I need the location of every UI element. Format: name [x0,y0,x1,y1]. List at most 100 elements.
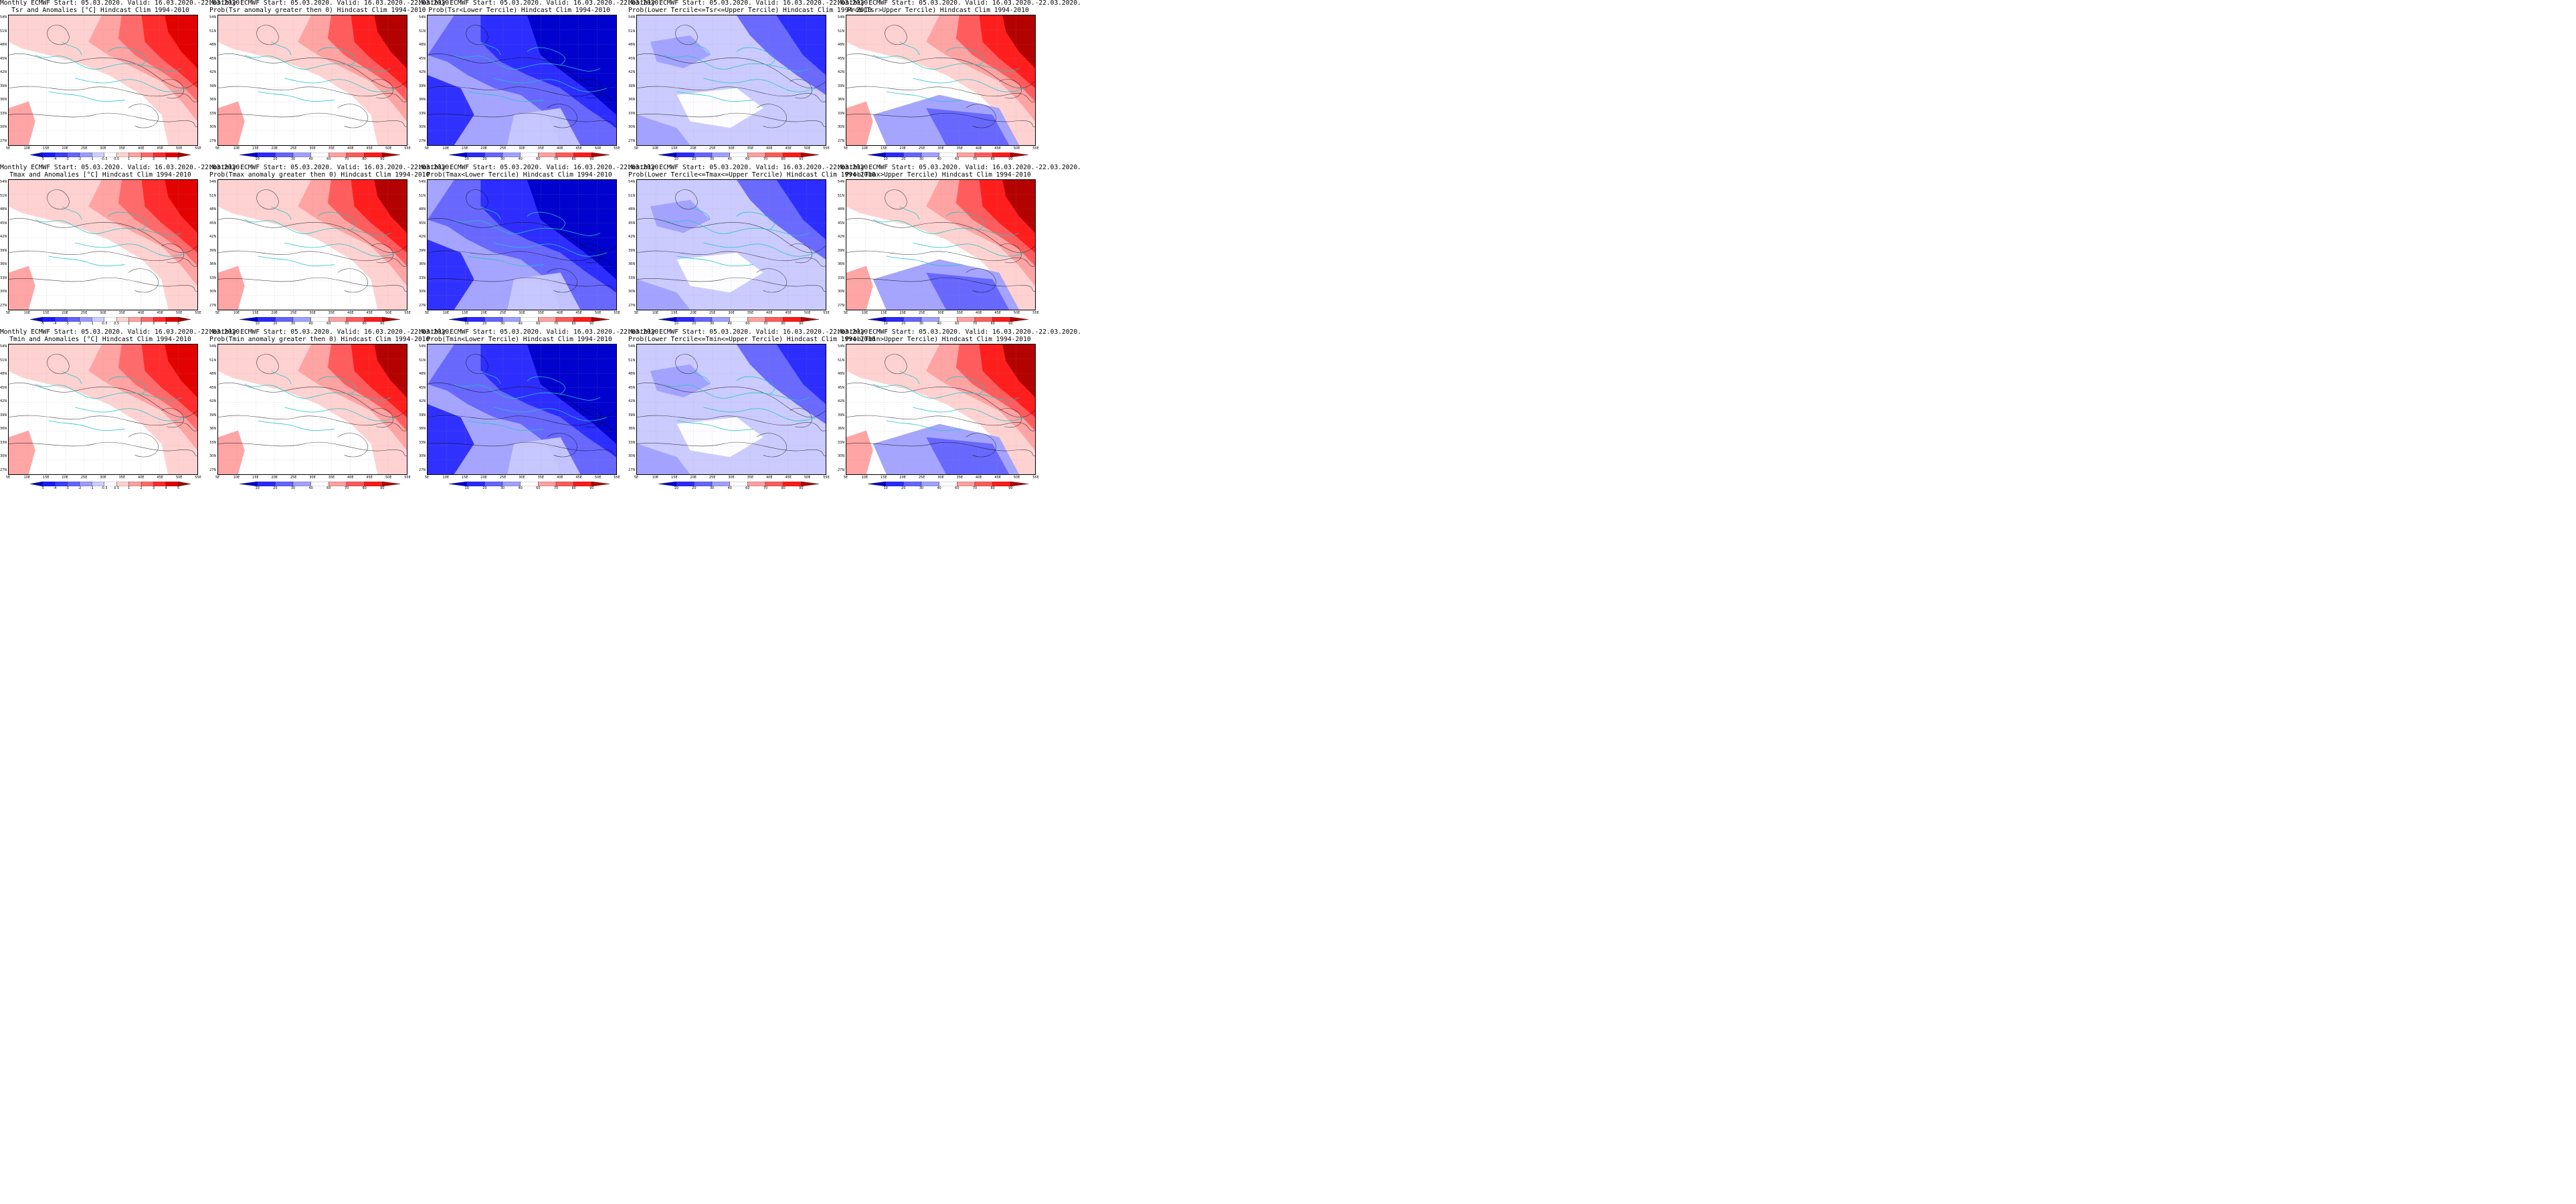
lat-label: 42N [419,399,426,403]
map-panel: Monthly ECMWF Start: 05.03.2020. Valid: … [209,164,453,328]
colorbar-swatch [449,482,467,486]
colorbar-swatch [711,153,730,157]
colorbar-label: 20 [273,322,278,326]
colorbar-swatch [257,317,276,322]
colorbar-swatch [921,153,939,157]
colorbar-label: 40 [937,486,941,490]
panel-title-line1: Monthly ECMWF Start: 05.03.2020. Valid: … [0,164,244,171]
colorbar-label: 40 [518,322,523,326]
colorbar-swatch [292,153,311,157]
colorbar-label: 70 [763,157,768,161]
lon-label: 40E [138,146,145,150]
map-area [8,179,198,310]
panel-title-line1: Monthly ECMWF Start: 05.03.2020. Valid: … [628,164,872,171]
colorbar-label: -4 [53,486,57,490]
lon-label: 50E [385,311,392,315]
colorbar-swatch [502,317,521,322]
colorbar-swatch [694,153,713,157]
colorbar-swatch [165,317,179,322]
colorbar-label: 90 [380,486,385,490]
panel-title-line2: Tsr and Anomalies [°C] Hindcast Clim 199… [11,6,189,14]
lon-label: 25E [709,476,716,480]
colorbar-label: 40 [727,486,732,490]
colorbar-label: 20 [692,486,697,490]
colorbar-swatch [346,317,365,322]
lon-axis: 5E 10E 15E 20E 25E 30E 35E 40E 45E 50E 55E [844,476,1039,481]
lon-label: 20E [690,476,697,480]
map-panel: Monthly ECMWF Start: 05.03.2020. Valid: … [628,0,872,163]
map-area [636,179,826,310]
colorbar-swatch [801,153,819,157]
colorbar-swatch [747,317,766,322]
lon-label: 35E [118,146,126,150]
colorbar-label: 4 [165,486,167,490]
colorbar-swatch [30,482,43,486]
colorbar-label: 90 [589,157,594,161]
colorbar-label: 3 [153,486,155,490]
lat-label: 51N [628,358,636,363]
lon-label: 30E [309,476,316,480]
lon-label: 55E [404,146,411,150]
lat-label: 30N [0,125,7,129]
lon-label: 10E [861,311,868,315]
colorbar-swatch [676,317,695,322]
colorbar-swatch [484,153,503,157]
colorbar-swatch [658,153,676,157]
panel-title-line1: Monthly ECMWF Start: 05.03.2020. Valid: … [419,164,662,171]
panel-title: Monthly ECMWF Start: 05.03.2020. Valid: … [628,164,876,179]
colorbar-label: 20 [692,322,697,326]
lat-label: 45N [0,56,7,61]
lat-label: 48N [838,207,845,211]
colorbar-label: -0.5 [100,157,108,161]
colorbar-label: 70 [972,322,978,326]
colorbar-label: 40 [937,157,941,161]
lon-label: 45E [575,311,582,315]
lat-label: 36N [628,262,636,266]
lat-label: 30N [838,125,845,129]
lon-label: 40E [138,476,145,480]
lat-label: 33N [209,276,217,280]
colorbar-swatch [921,482,939,486]
colorbar-label: 20 [482,322,487,326]
lat-label: 54N [209,344,217,348]
colorbar-swatch [783,482,802,486]
map-panel: Monthly ECMWF Start: 05.03.2020. Valid: … [209,0,453,163]
colorbar-label: -1 [90,322,94,326]
colorbar-swatch [783,317,802,322]
colorbar-swatch [783,153,802,157]
colorbar-swatch [729,153,748,157]
lon-label: 25E [918,476,925,480]
lat-label: 39N [419,248,426,253]
colorbar-swatch [466,153,485,157]
colorbar-swatch [992,317,1011,322]
colorbar-swatch [382,482,400,486]
colorbar-label: 30 [709,322,715,326]
colorbar-swatch [711,482,730,486]
colorbar: 10 20 30 40 60 70 80 90 [868,482,1028,490]
lon-axis: 5E 10E 15E 20E 25E 30E 35E 40E 45E 50E 55E [425,146,620,152]
colorbar-swatch [67,482,80,486]
lat-label: 45N [628,56,636,61]
colorbar-label: 30 [709,486,715,490]
colorbar-label: 90 [380,157,385,161]
colorbar-label: 5 [177,486,180,490]
lat-label: 54N [838,15,845,19]
colorbar-swatch [346,482,365,486]
colorbar-label: 1 [128,486,130,490]
lon-label: 35E [537,146,545,150]
colorbar-label: 20 [273,486,278,490]
colorbar-label: 90 [799,486,804,490]
lon-label: 25E [918,146,925,150]
colorbar-label: 60 [327,486,331,490]
panel-title-line2: Prob(Tmin anomaly greater then 0) Hindca… [209,335,430,343]
lat-label: 30N [209,290,217,294]
colorbar-label: 70 [344,157,349,161]
colorbar-swatch [538,153,557,157]
colorbar-swatch [153,153,167,157]
colorbar-label: 40 [518,486,523,490]
panel-title-line2: Prob(Lower Tercile<=Tmax<=Upper Tercile)… [628,171,876,179]
colorbar-swatch [54,317,68,322]
colorbar-swatch [141,153,154,157]
lat-label: 42N [0,399,7,403]
panel-title-line1: Monthly ECMWF Start: 05.03.2020. Valid: … [419,0,662,7]
